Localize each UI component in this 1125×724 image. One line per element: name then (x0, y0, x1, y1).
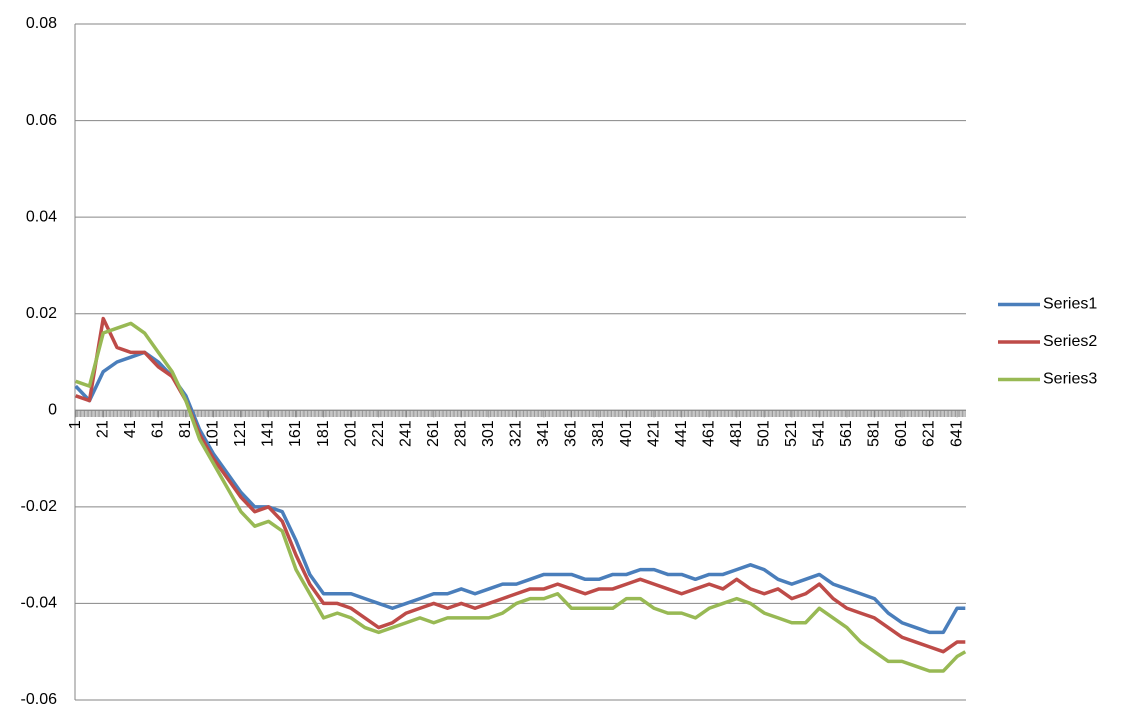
y-tick-label: -0.04 (21, 595, 58, 612)
x-tick-label: 641 (948, 420, 965, 447)
x-tick-label: 261 (425, 420, 442, 447)
legend: Series1 Series2 Series3 (998, 296, 1097, 388)
x-tick-label: 501 (755, 420, 772, 447)
legend-label: Series2 (1043, 333, 1097, 350)
x-tick-label: 581 (866, 420, 883, 447)
x-tick-label: 201 (342, 420, 359, 447)
x-tick-label: 181 (315, 420, 332, 447)
x-tick-label: 541 (811, 420, 828, 447)
x-tick-label: 621 (921, 420, 938, 447)
x-tick-label: 421 (645, 420, 662, 447)
x-tick-label: 81 (177, 420, 194, 438)
x-tick-label: 601 (893, 420, 910, 447)
x-tick-label: 41 (122, 420, 139, 438)
x-tick-label: 381 (590, 420, 607, 447)
y-tick-label: -0.06 (21, 691, 58, 708)
x-tick-label: 221 (370, 420, 387, 447)
series-line (75, 321, 967, 673)
x-tick-label: 361 (563, 420, 580, 447)
x-tick-label: 481 (728, 420, 745, 447)
y-tick-label: 0.04 (26, 208, 57, 225)
series-line (74, 350, 966, 635)
legend-label: Series3 (1043, 371, 1097, 388)
y-tick-label: 0 (48, 402, 57, 419)
lines (74, 316, 967, 673)
minor-ticks (75, 410, 966, 417)
y-tick-label: 0.02 (26, 305, 57, 322)
legend-label: Series1 (1043, 296, 1097, 313)
x-tick-label: 61 (150, 420, 167, 438)
x-tick-label: 141 (260, 420, 277, 447)
series-line (75, 316, 966, 654)
x-tick-label: 521 (783, 420, 800, 447)
x-tick-label: 101 (205, 420, 222, 447)
x-tick-label: 561 (838, 420, 855, 447)
x-tick-label: 341 (535, 420, 552, 447)
x-tick-label: 21 (94, 420, 111, 438)
x-tick-label: 241 (397, 420, 414, 447)
y-tick-label: 0.06 (26, 112, 57, 129)
x-tick-label: 1 (67, 420, 84, 429)
x-tick-label: 301 (480, 420, 497, 447)
y-tick-label: 0.08 (26, 15, 57, 32)
x-tick-label: 401 (618, 420, 635, 447)
x-tick-label: 321 (508, 420, 525, 447)
x-tick-label: 461 (700, 420, 717, 447)
x-tick-label: 161 (287, 420, 304, 447)
y-tick-label: -0.02 (21, 498, 58, 515)
x-tick-label: 441 (673, 420, 690, 447)
x-tick-label: 121 (232, 420, 249, 447)
x-tick-label: 281 (453, 420, 470, 447)
